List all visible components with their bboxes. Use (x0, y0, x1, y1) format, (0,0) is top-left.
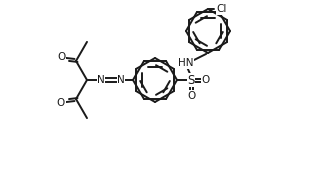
Text: HN: HN (178, 58, 194, 68)
Text: O: O (187, 91, 195, 101)
Text: S: S (187, 74, 195, 86)
Text: N: N (97, 75, 105, 85)
Text: Cl: Cl (217, 4, 227, 14)
Text: O: O (57, 98, 65, 108)
Text: O: O (202, 75, 210, 85)
Text: O: O (57, 52, 65, 62)
Text: N: N (117, 75, 125, 85)
